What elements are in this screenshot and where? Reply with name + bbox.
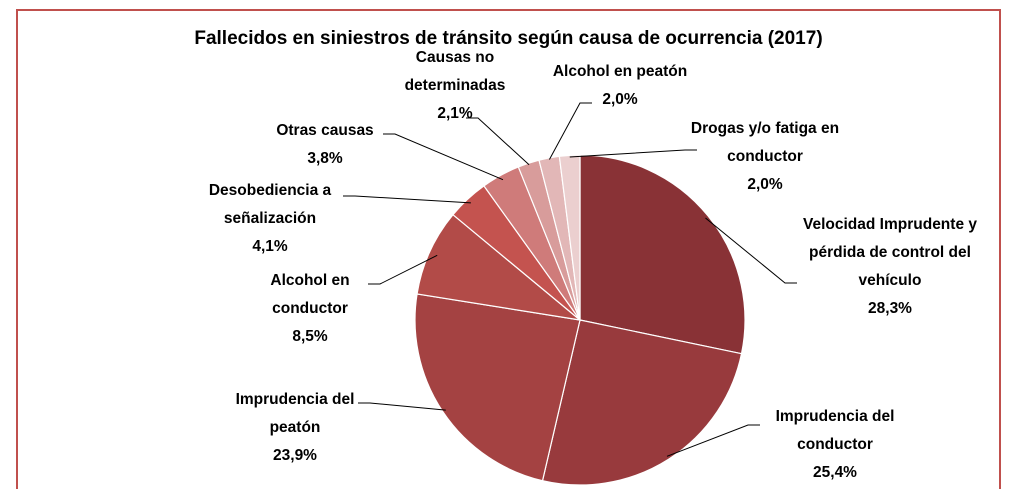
leader-line <box>569 149 697 158</box>
leader-line <box>343 195 471 204</box>
slice-label: Imprudencia del conductor 25,4% <box>750 403 920 487</box>
leader-line <box>705 217 797 284</box>
category-label: Imprudencia del peatón <box>235 391 355 436</box>
chart-border <box>16 9 1001 489</box>
slice-label: Velocidad Imprudente y pérdida de contro… <box>798 211 983 323</box>
value-label: 2,0% <box>747 176 783 193</box>
value-label: 2,1% <box>437 105 473 122</box>
leader-line <box>383 133 504 181</box>
category-label: Alcohol en peatón <box>552 63 688 80</box>
pie-slice <box>579 154 746 355</box>
slice-label: Alcohol en peatón 2,0% <box>520 58 720 114</box>
value-label: 25,4% <box>813 464 857 481</box>
category-label: Alcohol en conductor <box>270 272 350 317</box>
slice-label: Drogas y/o fatiga en conductor 2,0% <box>665 115 865 199</box>
slice-label: Alcohol en conductor 8,5% <box>255 267 365 351</box>
pie-slice <box>414 293 581 482</box>
value-label: 8,5% <box>292 328 328 345</box>
chart-title: Fallecidos en siniestros de tránsito seg… <box>194 28 823 49</box>
value-label: 3,8% <box>307 150 343 167</box>
category-label: Causas no determinadas <box>404 49 506 94</box>
category-label: Velocidad Imprudente y pérdida de contro… <box>803 216 977 289</box>
leader-line <box>358 402 446 411</box>
pie-slice <box>416 213 583 321</box>
category-label: Imprudencia del conductor <box>775 408 895 453</box>
leader-line <box>666 424 760 457</box>
value-label: 23,9% <box>273 447 317 464</box>
category-label: Desobediencia a señalización <box>208 182 332 227</box>
category-label: Drogas y/o fatiga en conductor <box>690 120 840 165</box>
leader-line <box>466 117 530 166</box>
value-label: 4,1% <box>252 238 288 255</box>
category-label: Otras causas <box>276 122 374 139</box>
slice-label: Causas no determinadas 2,1% <box>400 44 510 128</box>
pie-slice <box>541 319 743 486</box>
slice-label: Otras causas 3,8% <box>260 117 390 173</box>
pie-slice <box>558 154 581 321</box>
value-label: 2,0% <box>602 91 638 108</box>
value-label: 28,3% <box>868 300 912 317</box>
slice-label: Imprudencia del peatón 23,9% <box>213 386 378 470</box>
leader-line <box>368 254 438 285</box>
leader-line <box>548 102 592 160</box>
slice-label: Desobediencia a señalización 4,1% <box>188 177 353 261</box>
